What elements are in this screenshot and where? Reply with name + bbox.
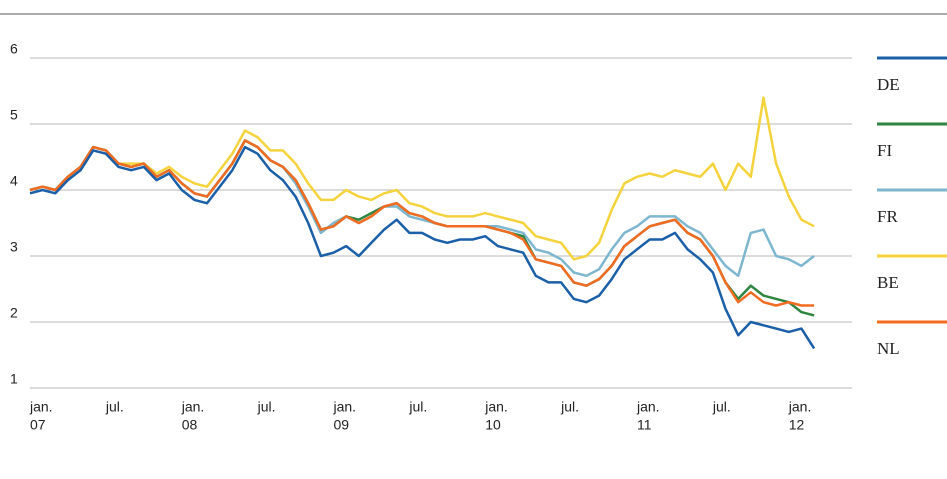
x-tick-label: jan. bbox=[29, 399, 53, 415]
y-tick-label: 1 bbox=[10, 371, 18, 387]
x-tick-label: 10 bbox=[485, 417, 501, 433]
x-tick-label: jul. bbox=[712, 399, 731, 415]
x-tick-label: jan. bbox=[788, 399, 812, 415]
x-tick-label: 11 bbox=[637, 417, 652, 433]
x-tick-label: jul. bbox=[257, 399, 276, 415]
y-tick-label: 4 bbox=[10, 173, 18, 189]
x-tick-label: jan. bbox=[181, 399, 205, 415]
series-line bbox=[29, 145, 816, 350]
x-tick-label: jan. bbox=[484, 399, 508, 415]
x-tick-label: jan. bbox=[333, 399, 357, 415]
y-tick-label: 3 bbox=[10, 239, 18, 255]
x-tick-label: 09 bbox=[334, 417, 350, 433]
x-tick-label: 12 bbox=[789, 417, 805, 433]
legend-label: DE bbox=[877, 75, 900, 94]
x-tick-label: jul. bbox=[408, 399, 427, 415]
legend-label: BE bbox=[877, 273, 899, 292]
y-tick-label: 5 bbox=[10, 107, 18, 123]
x-tick-label: 07 bbox=[30, 417, 46, 433]
series-line bbox=[29, 139, 815, 307]
legend-label: NL bbox=[877, 339, 900, 358]
legend-label: FI bbox=[877, 141, 892, 160]
series-line bbox=[29, 96, 815, 261]
y-tick-label: 6 bbox=[10, 41, 18, 57]
x-tick-label: 08 bbox=[182, 417, 198, 433]
x-tick-label: jul. bbox=[105, 399, 124, 415]
legend-label: FR bbox=[877, 207, 898, 226]
x-tick-label: jan. bbox=[636, 399, 660, 415]
x-tick-label: jul. bbox=[560, 399, 579, 415]
y-tick-label: 2 bbox=[10, 305, 18, 321]
